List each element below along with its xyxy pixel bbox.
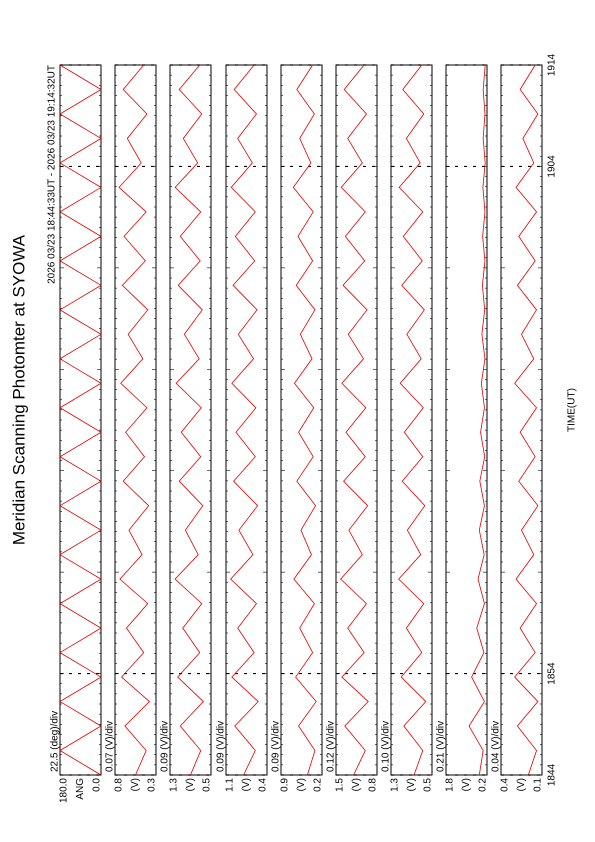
scale-label: 0.09 (V)/div xyxy=(160,721,171,772)
chart-subtitle: 2026 03/23 18:44:33UT - 2026 03/23 19:14… xyxy=(47,65,58,284)
rotated-plot: Meridian Scanning Photomter at SYOWA 202… xyxy=(9,53,577,803)
signal-trace xyxy=(118,64,151,776)
y-tick-label: 0.5 xyxy=(423,778,434,792)
y-tick-label: 0.3 xyxy=(147,778,158,792)
y-tick-label: 0.8 xyxy=(368,778,379,792)
scale-label: 0.10 (V)/div xyxy=(381,721,392,772)
signal-trace xyxy=(59,64,102,776)
panel-frame xyxy=(445,64,488,776)
channel-label: (V) xyxy=(296,778,307,791)
channel-label: (V) xyxy=(130,778,141,791)
panel-frame xyxy=(390,64,433,776)
signal-trace xyxy=(468,64,486,776)
signal-trace xyxy=(292,64,317,776)
scale-label: 0.09 (V)/div xyxy=(271,721,282,772)
signal-trace xyxy=(514,64,539,776)
channel-label: (V) xyxy=(241,778,252,791)
y-tick-label: 0.0 xyxy=(92,778,103,792)
y-tick-label: 0.4 xyxy=(500,778,511,792)
y-tick-label: 1.3 xyxy=(169,778,180,792)
channel-label: (V) xyxy=(351,778,362,791)
signal-trace xyxy=(174,64,204,776)
panel-frame xyxy=(169,64,212,776)
y-tick-label: 0.2 xyxy=(478,778,489,792)
x-axis-label: TIME(UT) xyxy=(567,388,578,432)
channel-label: (V) xyxy=(461,778,472,791)
panel-frame xyxy=(114,64,157,776)
scale-label: 0.09 (V)/div xyxy=(216,721,227,772)
y-tick-label: 0.9 xyxy=(280,778,291,792)
y-tick-label: 180.0 xyxy=(59,778,70,803)
y-tick-label: 0.2 xyxy=(313,778,324,792)
panel-frame xyxy=(225,64,268,776)
y-tick-label: 1.5 xyxy=(335,778,346,792)
y-tick-label: 0.8 xyxy=(114,778,125,792)
y-tick-label: 1.8 xyxy=(445,778,456,792)
scale-label: 0.21 (V)/div xyxy=(436,721,447,772)
channel-label: (V) xyxy=(406,778,417,791)
channel-label: (V) xyxy=(185,778,196,791)
x-tick-label: 1854 xyxy=(547,662,558,685)
chart-title: Meridian Scanning Photomter at SYOWA xyxy=(9,234,28,545)
scale-label: 0.07 (V)/div xyxy=(105,721,116,772)
scale-label: 22.5 (deg)/div xyxy=(50,711,61,772)
x-tick-label: 1914 xyxy=(547,53,558,76)
signal-trace xyxy=(398,64,427,776)
channel-label: (V) xyxy=(516,778,527,791)
y-tick-label: 1.3 xyxy=(390,778,401,792)
x-tick-label: 1844 xyxy=(547,763,558,786)
panel-frame xyxy=(335,64,378,776)
signal-trace xyxy=(340,64,369,776)
y-tick-label: 0.1 xyxy=(533,778,544,792)
scale-label: 0.12 (V)/div xyxy=(326,721,337,772)
y-tick-label: 1.1 xyxy=(225,778,236,792)
y-tick-label: 0.4 xyxy=(258,778,269,792)
channel-label: ANG xyxy=(75,778,86,800)
signal-trace xyxy=(230,64,259,776)
scale-label: 0.04 (V)/div xyxy=(491,721,502,772)
y-tick-label: 0.5 xyxy=(202,778,213,792)
x-tick-label: 1904 xyxy=(547,155,558,178)
